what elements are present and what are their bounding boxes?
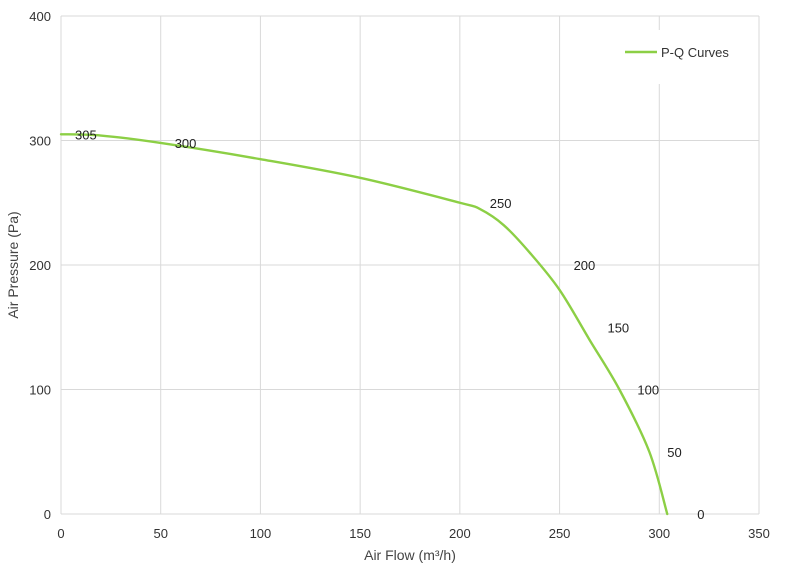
point-label-305: 305 [75, 127, 97, 142]
point-labels: 305 300 250 200 150 100 50 0 [75, 127, 704, 522]
x-tick-label-200: 200 [449, 526, 471, 541]
point-label-200: 200 [574, 258, 596, 273]
x-tick-label-100: 100 [250, 526, 272, 541]
x-tick-label-300: 300 [648, 526, 670, 541]
legend-label: P-Q Curves [661, 45, 729, 60]
y-tick-label-100: 100 [29, 383, 51, 398]
y-axis-title: Air Pressure (Pa) [5, 211, 21, 318]
x-tick-label-250: 250 [549, 526, 571, 541]
x-axis-ticks: 0 50 100 150 200 250 300 350 [57, 526, 769, 541]
point-label-0: 0 [697, 507, 704, 522]
x-axis-title: Air Flow (m³/h) [364, 547, 456, 563]
grid-lines [60, 15, 760, 515]
x-tick-label-50: 50 [153, 526, 167, 541]
legend-background [615, 30, 755, 84]
x-tick-label-350: 350 [748, 526, 770, 541]
point-label-100: 100 [637, 383, 659, 398]
y-tick-label-400: 400 [29, 9, 51, 24]
pq-curve-line [59, 133, 669, 516]
point-label-150: 150 [607, 320, 629, 335]
y-tick-label-0: 0 [44, 507, 51, 522]
y-axis-ticks: 0 100 200 300 400 [29, 9, 51, 522]
y-tick-label-200: 200 [29, 258, 51, 273]
point-label-300: 300 [175, 136, 197, 151]
point-label-50: 50 [667, 445, 681, 460]
x-tick-label-0: 0 [57, 526, 64, 541]
y-tick-label-300: 300 [29, 134, 51, 149]
x-tick-label-150: 150 [349, 526, 371, 541]
legend: P-Q Curves [615, 30, 755, 84]
point-label-250: 250 [490, 196, 512, 211]
